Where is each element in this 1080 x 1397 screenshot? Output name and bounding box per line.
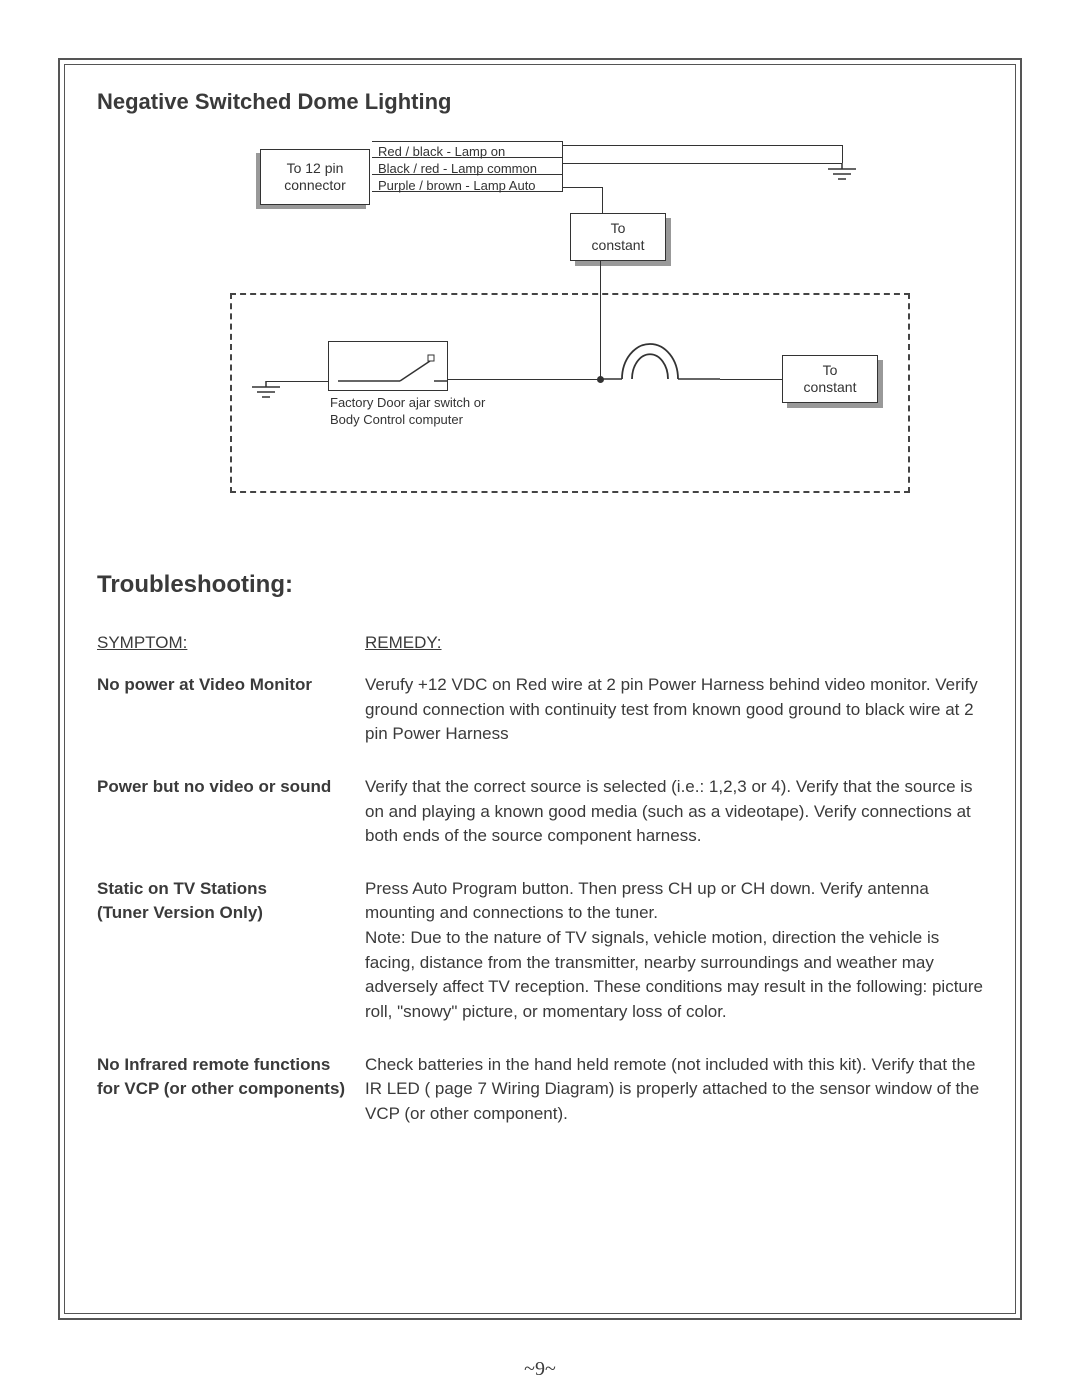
switch-icon	[328, 341, 448, 391]
wire-common-h	[562, 163, 842, 164]
symptom-cell: Power but no video or sound	[97, 775, 365, 849]
header-remedy: REMEDY:	[365, 633, 983, 653]
outer-border: Negative Switched Dome Lighting To 12 pi…	[58, 58, 1022, 1320]
connector-box: To 12 pin connector	[260, 149, 370, 205]
section-title-dome-lighting: Negative Switched Dome Lighting	[97, 89, 983, 115]
wire-box-right	[562, 141, 563, 192]
factory-switch-label: Factory Door ajar switch or Body Control…	[330, 395, 490, 429]
to-constant-top-box: To constant	[570, 213, 666, 261]
switch-to-node-h	[448, 379, 600, 380]
inner-border: Negative Switched Dome Lighting To 12 pi…	[64, 64, 1016, 1314]
symptom-cell: No Infrared remote functions for VCP (or…	[97, 1053, 365, 1127]
table-row: Power but no video or sound Verify that …	[97, 775, 983, 849]
wire-auto-v1	[602, 187, 603, 213]
remedy-cell: Check batteries in the hand held remote …	[365, 1053, 983, 1127]
wire-label-2: Black / red - Lamp common	[378, 161, 537, 176]
symptom-cell: Static on TV Stations (Tuner Version Onl…	[97, 877, 365, 1025]
remedy-cell: Verufy +12 VDC on Red wire at 2 pin Powe…	[365, 673, 983, 747]
wire-row-2: Black / red - Lamp common	[372, 158, 562, 175]
to-constant-bottom-label: To constant	[804, 362, 857, 397]
wiring-diagram: To 12 pin connector Red / black - Lamp o…	[130, 133, 950, 543]
wire-on-drop	[842, 145, 843, 163]
remedy-cell: Press Auto Program button. Then press CH…	[365, 877, 983, 1025]
to-constant-bottom-box: To constant	[782, 355, 878, 403]
connector-label: To 12 pin connector	[284, 160, 345, 195]
header-symptom: SYMPTOM:	[97, 633, 365, 653]
ground-symbol-bottom	[248, 381, 284, 403]
table-row: No power at Video Monitor Verufy +12 VDC…	[97, 673, 983, 747]
dashed-bottom	[230, 491, 910, 493]
to-constant-top-label: To constant	[592, 220, 645, 255]
wire-auto-h	[562, 187, 602, 188]
troubleshooting-table: SYMPTOM: REMEDY: No power at Video Monit…	[97, 633, 983, 1127]
page: Negative Switched Dome Lighting To 12 pi…	[0, 0, 1080, 1397]
wire-label-3: Purple / brown - Lamp Auto	[378, 178, 536, 193]
ground-symbol-top	[824, 163, 860, 185]
table-header: SYMPTOM: REMEDY:	[97, 633, 983, 653]
remedy-cell: Verify that the correct source is select…	[365, 775, 983, 849]
wire-row-3: Purple / brown - Lamp Auto	[372, 175, 562, 192]
lamp-coil-icon	[600, 333, 720, 403]
page-number: ~9~	[0, 1358, 1080, 1381]
symptom-cell: No power at Video Monitor	[97, 673, 365, 747]
section-title-troubleshooting: Troubleshooting:	[97, 571, 983, 599]
wire-on-h2	[672, 145, 842, 146]
wire-row-1: Red / black - Lamp on	[372, 141, 562, 158]
wire-on-h1	[562, 145, 672, 146]
wire-label-1: Red / black - Lamp on	[378, 144, 505, 159]
coil-to-constant-h	[720, 379, 782, 380]
table-row: Static on TV Stations (Tuner Version Onl…	[97, 877, 983, 1025]
table-row: No Infrared remote functions for VCP (or…	[97, 1053, 983, 1127]
